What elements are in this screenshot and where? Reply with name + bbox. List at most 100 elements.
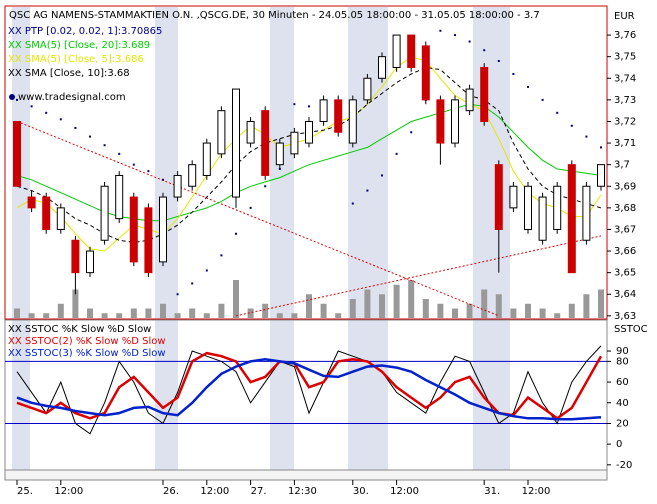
sar-dot — [205, 269, 208, 272]
candle-body — [392, 34, 401, 68]
candle-body — [567, 164, 576, 274]
legend-entry: XX SMA(5) [Close, 5]:3.686 — [8, 54, 144, 65]
y-tick-label: 3,67 — [614, 224, 636, 235]
volume-bar — [364, 289, 371, 318]
sar-dot — [381, 174, 383, 177]
y-axis-label: EUR — [614, 11, 635, 22]
volume-bar — [437, 303, 444, 318]
band — [473, 7, 510, 470]
volume-bar — [189, 308, 196, 318]
legend-entry: XX SMA(5) [Close, 20]:3.689 — [8, 40, 150, 51]
volume-bar — [57, 303, 64, 318]
sar-dot — [512, 72, 515, 75]
candle-body — [480, 66, 489, 122]
y-axis-label: SSTOC — [614, 324, 648, 335]
volume-bar — [160, 303, 166, 318]
sar-dot — [220, 254, 223, 257]
y-tick-label: 3,64 — [614, 289, 636, 300]
layer: 3,76 3,75 3,74 3,73 3,72 3,71 3,7 3,69 3,68 3,67 3… — [5, 26, 636, 497]
candle-body — [553, 185, 562, 230]
sar-dot — [308, 105, 310, 108]
candle-body — [232, 88, 240, 198]
sar-dot — [410, 131, 413, 134]
sar-dot — [118, 152, 121, 155]
candle-body — [348, 99, 357, 144]
volume-bar — [218, 303, 225, 318]
y-tick-label: 3,65 — [614, 268, 636, 279]
candle-body — [509, 185, 518, 209]
sar-dot — [45, 111, 48, 114]
sar-dot — [59, 118, 62, 121]
x-tick-label: 12:30 — [288, 486, 317, 497]
candle-body — [524, 185, 532, 230]
candle-body — [27, 196, 36, 209]
candle-body — [246, 120, 255, 144]
legend-entry: XX PTP [0.02, 0.02, 1]:3.70865 — [8, 26, 162, 37]
candle-body — [115, 174, 124, 220]
x-tick-label: 26. — [163, 486, 179, 497]
legend-entry: XX SSTOC(2) %K Slow %D Slow — [8, 336, 166, 347]
chart-title: QSC AG NAMENS-STAMMAKTIEN O.N. ,QSCG.DE,… — [9, 10, 540, 21]
volume-bar — [510, 308, 517, 318]
stoch-line — [16, 358, 602, 421]
volume-bar — [481, 289, 488, 318]
volume-bar — [525, 303, 531, 318]
sar-dot — [395, 152, 398, 155]
sar-dot — [439, 29, 442, 32]
y-tick-label: 3,69 — [614, 181, 636, 192]
x-tick-label: 12:00 — [54, 486, 83, 497]
y-tick-label: 3,76 — [614, 30, 636, 41]
sar-dot — [570, 124, 573, 127]
candle-body — [202, 142, 211, 176]
stoch-line — [16, 345, 602, 435]
sar-dot — [497, 59, 500, 62]
y-tick-label: 3,68 — [614, 203, 636, 214]
watermark-icon — [9, 94, 15, 100]
volume-bar — [408, 280, 415, 318]
x-tick-label: 27. — [251, 486, 267, 497]
volume-bar — [43, 313, 50, 318]
session-bands — [12, 7, 510, 470]
sar-dot — [585, 135, 588, 138]
sar-dot — [264, 185, 267, 188]
volume-bar — [101, 313, 108, 318]
volume-bar — [116, 313, 123, 318]
sar-dot — [527, 85, 529, 88]
volume-bar — [422, 299, 429, 318]
candle-body — [363, 77, 372, 101]
legend-entry: XX SMA [Close, 10]:3.68 — [8, 68, 130, 79]
scroll-strip — [4, 469, 608, 481]
y-tick-label: 3,72 — [614, 116, 636, 127]
legend-entry: XX SSTOC %K Slow %D Slow — [8, 324, 151, 335]
volume-bar — [320, 303, 327, 318]
y-tick-label: 60 — [616, 377, 629, 388]
x-tick-label: 25. — [17, 486, 33, 497]
sar-dot — [351, 202, 354, 205]
volume-bar — [306, 294, 312, 318]
x-tick-label: 31. — [484, 486, 500, 497]
candle-body — [217, 110, 226, 155]
y-tick-label: 0 — [616, 439, 622, 450]
candle-body — [42, 196, 51, 230]
y-tick-label: 80 — [616, 356, 629, 367]
volume-bar — [72, 289, 79, 318]
sar-dot — [132, 163, 135, 166]
candle-body — [144, 207, 153, 274]
candle-body — [582, 185, 591, 241]
candle-body — [378, 56, 386, 79]
volume-bar — [247, 308, 254, 318]
y-tick-label: 3,66 — [614, 246, 636, 257]
sar-dot — [366, 189, 369, 192]
x-tick-label: 12:00 — [200, 486, 229, 497]
trendline — [16, 121, 499, 317]
y-tick-label: 3,71 — [614, 138, 636, 149]
candle-body — [13, 120, 21, 187]
volume-bar — [174, 313, 181, 318]
sar-dot — [249, 206, 252, 209]
sar-dot — [483, 49, 486, 52]
indicator-line — [16, 103, 602, 222]
y-tick-label: 40 — [616, 398, 629, 409]
